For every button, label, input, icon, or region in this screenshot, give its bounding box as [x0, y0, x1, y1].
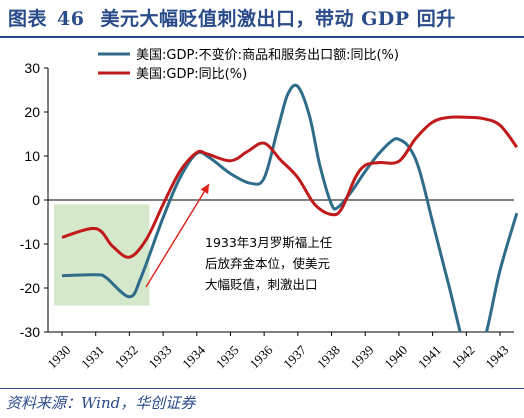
figure-label: 图表	[8, 8, 48, 30]
annotation-line-1: 1933年3月罗斯福上任	[205, 235, 332, 250]
source-rule	[0, 388, 524, 389]
y-tick-label: -30	[20, 324, 40, 340]
x-tick-label: 1933	[145, 342, 174, 371]
y-axis: -30 -20 -10 0 10 20 30	[20, 60, 49, 340]
figure-number: 46	[57, 8, 85, 30]
title-rule	[0, 36, 524, 38]
x-tick-label: 1935	[213, 342, 242, 371]
legend: 美国:GDP:不变价:商品和服务出口额:同比(%) 美国:GDP:同比(%)	[98, 47, 399, 82]
x-tick-label: 1934	[179, 342, 208, 371]
legend-label-1: 美国:GDP:不变价:商品和服务出口额:同比(%)	[136, 47, 399, 63]
y-tick-label: -20	[20, 280, 40, 296]
chart-title: 图表 46 美元大幅贬值刺激出口，带动 GDP 回升	[8, 4, 456, 31]
series-line-2	[61, 115, 519, 259]
legend-label-2: 美国:GDP:同比(%)	[136, 67, 247, 82]
figure-title-text: 美元大幅贬值刺激出口，带动 GDP 回升	[100, 8, 456, 30]
x-tick-label: 1943	[482, 342, 511, 371]
x-tick-label: 1936	[246, 342, 275, 371]
y-tick-label: 30	[24, 60, 40, 76]
annotation-line-2: 后放弃金本位，使美元	[205, 256, 330, 271]
y-tick-label: 10	[24, 148, 40, 164]
x-tick-label: 1930	[44, 342, 73, 371]
y-tick-label: 0	[32, 192, 40, 208]
x-tick-label: 1931	[78, 342, 107, 371]
series-line-1	[61, 83, 519, 332]
annotation-arrow-shaft	[145, 183, 210, 288]
x-tick-label: 1942	[449, 342, 478, 371]
annotation-line-3: 大幅贬值，刺激出口	[205, 277, 318, 292]
series-lines	[61, 83, 519, 332]
x-tick-label: 1932	[112, 342, 141, 371]
x-tick-label: 1938	[314, 342, 343, 371]
y-tick-label: 20	[24, 104, 40, 120]
source-note: 资料来源：Wind，华创证券	[6, 394, 196, 412]
x-tick-label: 1939	[348, 342, 377, 371]
x-tick-label: 1941	[415, 342, 444, 371]
x-tick-label: 1937	[280, 342, 309, 371]
y-tick-label: -10	[20, 236, 40, 252]
x-tick-label: 1940	[381, 342, 410, 371]
annotation-arrow-head	[200, 184, 209, 195]
